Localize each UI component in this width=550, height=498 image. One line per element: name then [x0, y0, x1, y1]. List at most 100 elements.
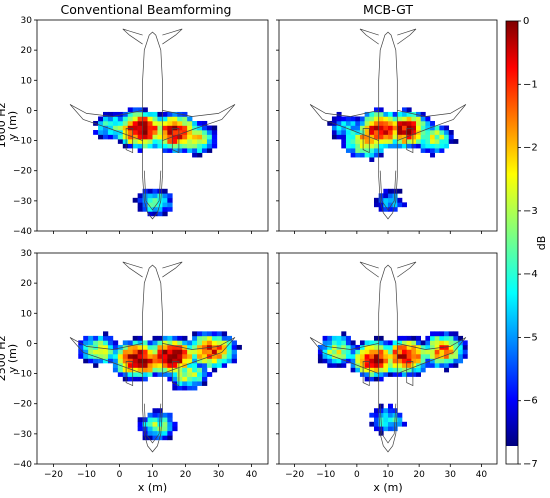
heat-cell — [373, 421, 379, 427]
heat-cell — [392, 344, 398, 350]
heat-cell — [226, 353, 232, 359]
heat-cell — [369, 148, 375, 153]
heat-cell — [78, 353, 84, 359]
heat-cell — [177, 385, 183, 391]
heat-cell — [157, 111, 163, 117]
heat-cell — [226, 344, 232, 350]
heat-cell — [103, 344, 109, 350]
heat-cell — [359, 134, 365, 140]
heat-cell — [373, 353, 379, 359]
heat-cell — [388, 353, 393, 359]
colorbar-tick-label: −3 — [523, 206, 538, 217]
heat-cell — [147, 349, 153, 355]
heat-cell — [147, 193, 153, 199]
heat-cell — [206, 331, 213, 337]
heat-cell — [172, 125, 178, 131]
heat-cell — [420, 139, 426, 144]
heat-cell — [98, 116, 104, 122]
heat-cell — [406, 372, 412, 377]
heat-cell — [388, 197, 393, 203]
heat-cell — [182, 335, 188, 341]
heat-cell — [369, 367, 375, 373]
heat-cell — [216, 358, 223, 364]
heat-cell — [157, 363, 163, 368]
heat-cell — [402, 130, 407, 135]
heat-cell — [167, 372, 173, 377]
heat-cell — [397, 116, 403, 122]
heat-cell — [336, 344, 342, 350]
heat-cell — [444, 353, 450, 359]
heat-cell — [327, 120, 333, 126]
fuselage — [378, 264, 398, 453]
heat-cell — [397, 417, 403, 423]
heat-cell — [177, 143, 183, 149]
heat-cell — [350, 358, 356, 364]
heat-cell — [162, 211, 168, 217]
heatmap-cells — [93, 107, 218, 217]
heat-cell — [182, 385, 188, 391]
heat-cell — [162, 139, 168, 144]
heat-cell — [192, 367, 198, 373]
heat-cell — [83, 353, 89, 359]
heat-cell — [157, 358, 163, 364]
heat-cell — [103, 111, 109, 117]
heat-cell — [187, 148, 193, 153]
aircraft-outline — [69, 28, 236, 220]
heat-cell — [420, 358, 426, 364]
heat-cell — [345, 344, 351, 350]
heat-cell — [406, 358, 412, 364]
heat-cell — [388, 139, 393, 144]
heat-cell — [103, 340, 109, 346]
heat-cell — [406, 367, 412, 373]
heat-cell — [359, 139, 365, 144]
heat-cell — [122, 353, 129, 359]
heat-cell — [157, 430, 163, 436]
heat-cell — [317, 344, 323, 350]
heat-cell — [197, 134, 203, 140]
heat-cell — [458, 335, 464, 341]
heat-cell — [137, 148, 143, 153]
heat-cell — [392, 130, 398, 135]
heat-cell — [231, 353, 237, 359]
heat-cell — [192, 139, 198, 144]
heat-cell — [202, 120, 208, 126]
heat-cell — [211, 349, 218, 355]
heat-cell — [162, 358, 168, 364]
heat-cell — [364, 340, 370, 346]
heat-cell — [147, 367, 153, 373]
heat-cell — [444, 367, 450, 373]
heat-cell — [167, 197, 173, 203]
heat-cell — [397, 202, 403, 208]
heat-cell — [152, 435, 158, 441]
heat-cell — [88, 340, 94, 346]
heat-cell — [350, 152, 356, 158]
heat-cell — [167, 111, 173, 117]
heat-cell — [373, 363, 379, 368]
heat-cell — [142, 353, 148, 359]
heat-cell — [345, 139, 351, 144]
heat-cell — [420, 344, 426, 350]
heat-cell — [142, 376, 148, 382]
heat-cell — [444, 340, 450, 346]
heat-cell — [107, 353, 114, 359]
heat-cell — [373, 125, 379, 131]
heat-cell — [345, 349, 351, 355]
heat-cell — [177, 372, 183, 377]
heat-cell — [202, 349, 208, 355]
heat-cell — [231, 340, 237, 346]
heat-cell — [369, 116, 375, 122]
heat-cell — [439, 130, 445, 135]
heat-cell — [392, 193, 398, 199]
heat-cell — [397, 139, 403, 144]
heat-cell — [383, 426, 389, 432]
heat-cell — [132, 125, 138, 131]
heat-cell — [406, 344, 412, 350]
heat-cell — [378, 107, 384, 113]
heat-cell — [122, 344, 129, 350]
row-label: 2500 Hz — [0, 336, 8, 382]
heat-cell — [434, 125, 440, 131]
heat-cell — [167, 367, 173, 373]
heat-cell — [206, 358, 213, 364]
heat-cell — [192, 353, 198, 359]
heat-cell — [216, 363, 223, 368]
